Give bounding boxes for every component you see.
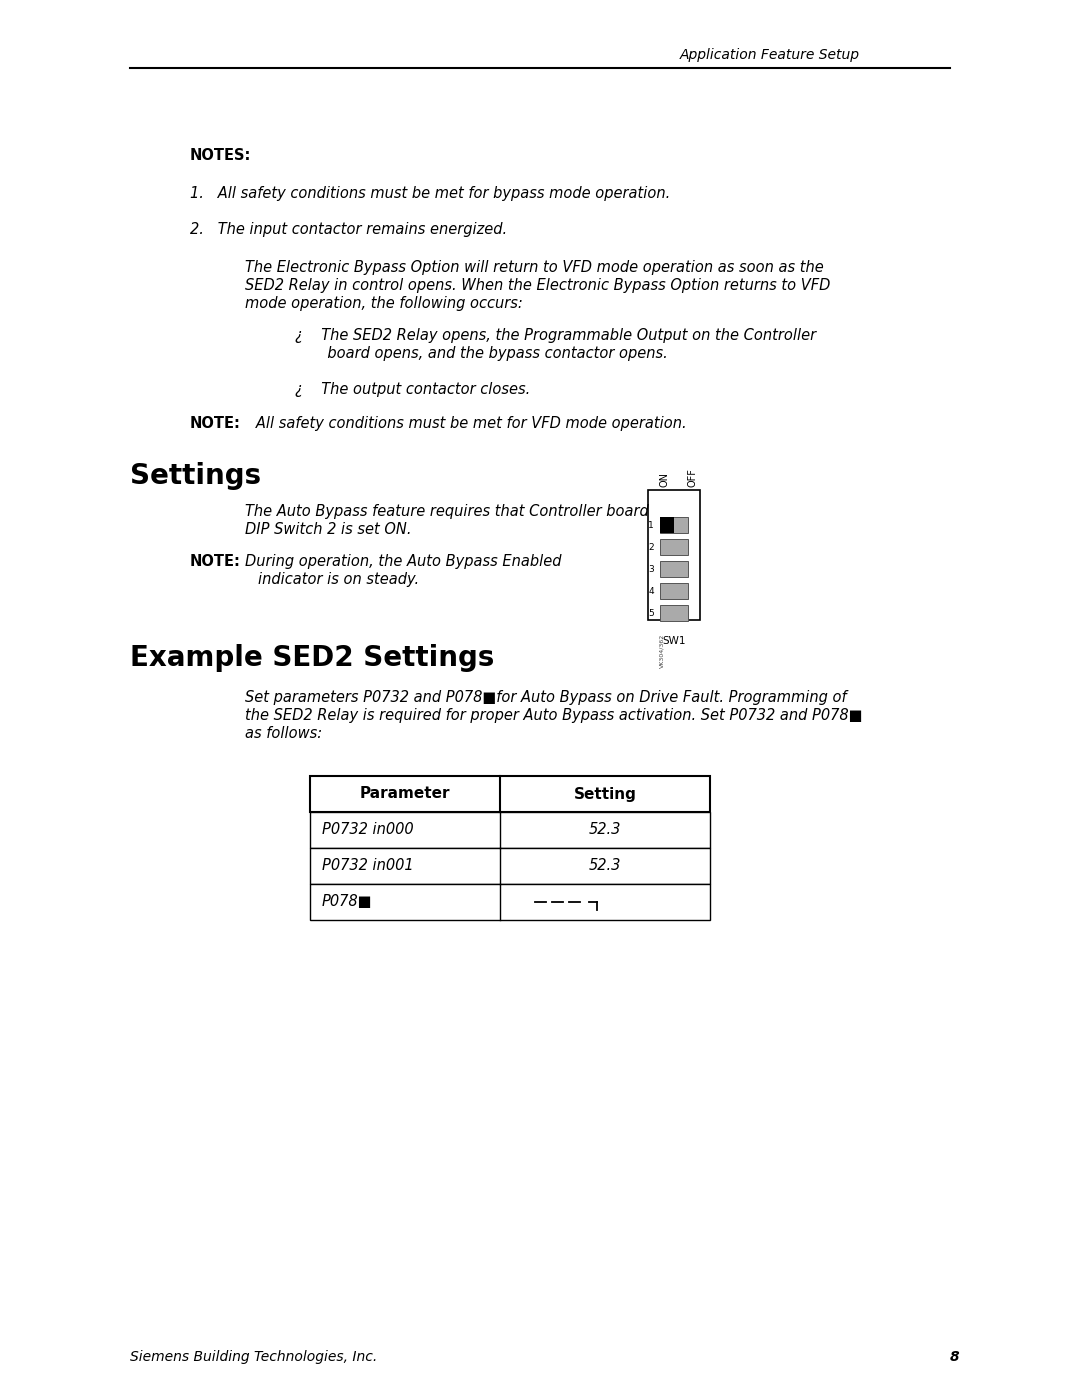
- Text: P0732 in000: P0732 in000: [322, 823, 414, 837]
- Text: 2.   The input contactor remains energized.: 2. The input contactor remains energized…: [190, 222, 508, 237]
- Text: 5: 5: [648, 609, 654, 617]
- Text: the SED2 Relay is required for proper Auto Bypass activation. Set P0732 and P078: the SED2 Relay is required for proper Au…: [245, 708, 863, 724]
- Text: NOTES:: NOTES:: [190, 148, 252, 163]
- Bar: [660, 517, 688, 534]
- Text: P078■: P078■: [322, 894, 373, 909]
- Text: The Auto Bypass feature requires that Controller board: The Auto Bypass feature requires that Co…: [245, 504, 649, 520]
- Text: 52.3: 52.3: [589, 823, 621, 837]
- Text: The Electronic Bypass Option will return to VFD mode operation as soon as the: The Electronic Bypass Option will return…: [245, 260, 824, 275]
- Text: 52.3: 52.3: [589, 859, 621, 873]
- Text: Settings: Settings: [130, 462, 261, 490]
- Bar: [660, 583, 688, 599]
- Text: During operation, the Auto Bypass Enabled: During operation, the Auto Bypass Enable…: [245, 555, 562, 569]
- Text: 3: 3: [648, 564, 654, 574]
- Bar: [310, 812, 710, 848]
- Text: Parameter: Parameter: [360, 787, 450, 802]
- Text: SW1: SW1: [662, 636, 686, 645]
- Text: Siemens Building Technologies, Inc.: Siemens Building Technologies, Inc.: [130, 1350, 377, 1363]
- Text: Setting: Setting: [573, 787, 636, 802]
- Text: DIP Switch 2 is set ON.: DIP Switch 2 is set ON.: [245, 522, 411, 536]
- Bar: [310, 775, 710, 812]
- Text: Example SED2 Settings: Example SED2 Settings: [130, 644, 495, 672]
- Text: NOTE:: NOTE:: [190, 555, 241, 569]
- Text: 8: 8: [950, 1350, 960, 1363]
- Text: indicator is on steady.: indicator is on steady.: [258, 571, 419, 587]
- Text: P0732 in001: P0732 in001: [322, 859, 414, 873]
- Text: board opens, and the bypass contactor opens.: board opens, and the bypass contactor op…: [295, 346, 667, 360]
- Bar: [660, 539, 688, 555]
- Text: NOTE:: NOTE:: [190, 416, 241, 432]
- Text: Set parameters P0732 and P078■for Auto Bypass on Drive Fault. Programming of: Set parameters P0732 and P078■for Auto B…: [245, 690, 847, 705]
- Bar: [648, 490, 700, 620]
- Text: ¿    The output contactor closes.: ¿ The output contactor closes.: [295, 381, 530, 397]
- Text: Application Feature Setup: Application Feature Setup: [680, 47, 860, 61]
- Bar: [310, 884, 710, 921]
- Text: 4: 4: [648, 587, 654, 595]
- Text: as follows:: as follows:: [245, 726, 322, 740]
- Bar: [310, 848, 710, 884]
- Text: 1: 1: [648, 521, 654, 529]
- Bar: [660, 517, 674, 534]
- Text: mode operation, the following occurs:: mode operation, the following occurs:: [245, 296, 523, 312]
- Text: SED2 Relay in control opens. When the Electronic Bypass Option returns to VFD: SED2 Relay in control opens. When the El…: [245, 278, 831, 293]
- Text: 2: 2: [648, 542, 654, 552]
- Text: 1.   All safety conditions must be met for bypass mode operation.: 1. All safety conditions must be met for…: [190, 186, 671, 201]
- Text: All safety conditions must be met for VFD mode operation.: All safety conditions must be met for VF…: [242, 416, 687, 432]
- Bar: [660, 605, 688, 622]
- Text: OFF: OFF: [687, 468, 697, 488]
- Text: VK304/362: VK304/362: [659, 634, 664, 668]
- Text: ¿    The SED2 Relay opens, the Programmable Output on the Controller: ¿ The SED2 Relay opens, the Programmable…: [295, 328, 816, 344]
- Bar: [660, 562, 688, 577]
- Text: ON: ON: [659, 472, 669, 488]
